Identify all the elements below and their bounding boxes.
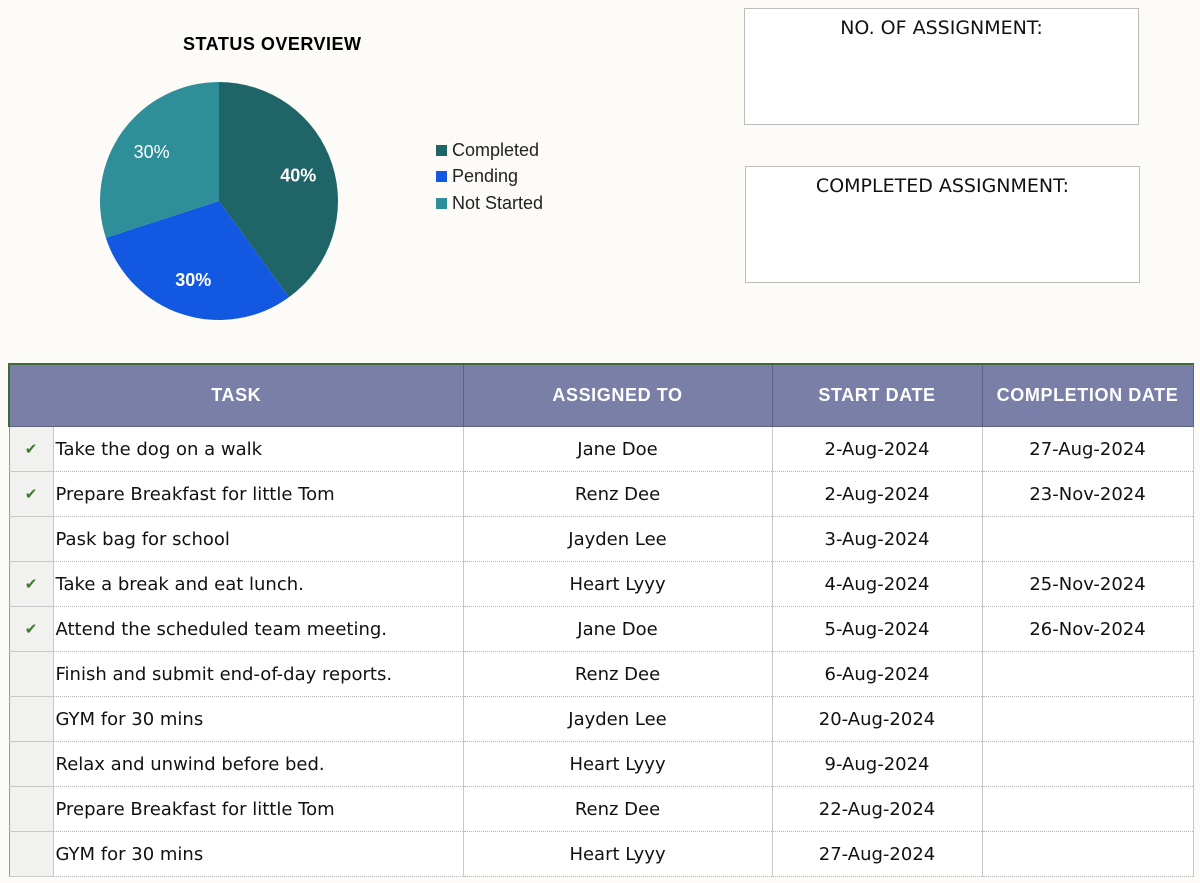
task-cell[interactable]: Attend the scheduled team meeting.: [53, 606, 464, 652]
start-date-cell[interactable]: 20-Aug-2024: [772, 696, 983, 742]
task-cell[interactable]: GYM for 30 mins: [53, 696, 464, 742]
assigned-to-cell[interactable]: Heart Lyyy: [463, 741, 773, 787]
legend-swatch-completed: [436, 144, 447, 156]
header-assigned-to[interactable]: ASSIGNED TO: [462, 363, 773, 427]
assigned-to-cell[interactable]: Renz Dee: [463, 651, 773, 697]
header-start-date[interactable]: START DATE: [771, 363, 983, 427]
completion-date-cell[interactable]: 27-Aug-2024: [982, 426, 1194, 472]
header-task[interactable]: TASK: [7, 363, 464, 427]
task-cell[interactable]: Relax and unwind before bed.: [53, 741, 464, 787]
table-row: ✔ Attend the scheduled team meeting. Jane …: [8, 606, 1194, 652]
start-date-cell[interactable]: 2-Aug-2024: [772, 426, 983, 472]
start-date-cell[interactable]: 2-Aug-2024: [772, 471, 983, 517]
completion-date-cell[interactable]: 26-Nov-2024: [982, 606, 1194, 652]
done-checkmark-cell[interactable]: ✔: [8, 606, 54, 652]
task-cell[interactable]: GYM for 30 mins: [53, 831, 464, 877]
start-date-cell[interactable]: 22-Aug-2024: [772, 786, 983, 832]
legend-swatch-not-started: [436, 197, 447, 209]
start-date-cell[interactable]: 9-Aug-2024: [772, 741, 983, 787]
assigned-to-cell[interactable]: Heart Lyyy: [463, 561, 773, 607]
task-cell[interactable]: Take a break and eat lunch.: [53, 561, 464, 607]
done-checkmark-cell[interactable]: ✔: [8, 426, 54, 472]
done-checkmark-cell[interactable]: [8, 696, 54, 742]
table-header-row: TASK ASSIGNED TO START DATE COMPLETION D…: [7, 363, 1194, 427]
completion-date-cell[interactable]: [982, 516, 1194, 562]
pie-slice-not-started: [99, 82, 219, 238]
assigned-to-cell[interactable]: Jayden Lee: [463, 696, 773, 742]
completed-assignment-box[interactable]: COMPLETED ASSIGNMENT:: [745, 166, 1140, 283]
completion-date-cell[interactable]: [982, 651, 1194, 697]
table-row: Pask bag for school Jayden Lee 3-Aug-2024: [8, 516, 1194, 562]
done-checkmark-cell[interactable]: [8, 741, 54, 787]
no-of-assignment-box[interactable]: NO. OF ASSIGNMENT:: [744, 8, 1139, 125]
task-cell[interactable]: Finish and submit end-of-day reports.: [53, 651, 464, 697]
done-checkmark-cell[interactable]: ✔: [8, 471, 54, 517]
done-checkmark-cell[interactable]: [8, 831, 54, 877]
start-date-cell[interactable]: 4-Aug-2024: [772, 561, 983, 607]
task-cell[interactable]: Prepare Breakfast for little Tom: [53, 786, 464, 832]
table-row: Prepare Breakfast for little Tom Renz Dee…: [8, 786, 1194, 832]
table-row: ✔ Take the dog on a walk Jane Doe 2-Aug-202…: [8, 426, 1194, 472]
task-cell[interactable]: Prepare Breakfast for little Tom: [53, 471, 464, 517]
done-checkmark-cell[interactable]: [8, 651, 54, 697]
completion-date-cell[interactable]: [982, 696, 1194, 742]
legend-label-completed: Completed: [452, 139, 540, 160]
legend-item-not-started: Not Started: [436, 190, 543, 217]
table-row: ✔ Take a break and eat lunch. Heart Lyyy 4-…: [8, 561, 1194, 607]
table-row: GYM for 30 mins Heart Lyyy 27-Aug-2024: [8, 831, 1194, 877]
table-row: ✔ Prepare Breakfast for little Tom Renz De…: [8, 471, 1194, 517]
start-date-cell[interactable]: 3-Aug-2024: [772, 516, 983, 562]
start-date-cell[interactable]: 6-Aug-2024: [772, 651, 983, 697]
task-cell[interactable]: Pask bag for school: [53, 516, 464, 562]
pie-slice-pending: [105, 201, 289, 320]
pie-label-not-started: 30%: [134, 142, 170, 162]
pie-label-pending: 30%: [175, 270, 211, 290]
legend-label-pending: Pending: [452, 166, 519, 187]
table-row: Finish and submit end-of-day reports. Ren…: [8, 651, 1194, 697]
legend-swatch-pending: [436, 171, 447, 183]
assigned-to-cell[interactable]: Jane Doe: [463, 426, 773, 472]
done-checkmark-cell[interactable]: [8, 516, 54, 562]
assigned-to-cell[interactable]: Jane Doe: [463, 606, 773, 652]
completion-date-cell[interactable]: [982, 786, 1194, 832]
completion-date-cell[interactable]: [982, 831, 1194, 877]
assigned-to-cell[interactable]: Jayden Lee: [463, 516, 773, 562]
assigned-to-cell[interactable]: Renz Dee: [463, 786, 773, 832]
legend-item-completed: Completed: [436, 137, 543, 164]
completion-date-cell[interactable]: 23-Nov-2024: [982, 471, 1194, 517]
legend-item-pending: Pending: [436, 164, 543, 191]
no-of-assignment-label: NO. OF ASSIGNMENT:: [840, 17, 1043, 39]
legend-label-not-started: Not Started: [452, 192, 544, 213]
task-table: TASK ASSIGNED TO START DATE COMPLETION D…: [7, 363, 1194, 877]
start-date-cell[interactable]: 27-Aug-2024: [772, 831, 983, 877]
status-pie-chart: 40% 30% 30%: [99, 82, 339, 320]
assigned-to-cell[interactable]: Heart Lyyy: [463, 831, 773, 877]
assigned-to-cell[interactable]: Renz Dee: [463, 471, 773, 517]
header-completion-date[interactable]: COMPLETION DATE: [981, 363, 1194, 427]
task-cell[interactable]: Take the dog on a walk: [53, 426, 464, 472]
chart-title: STATUS OVERVIEW: [183, 34, 362, 54]
completed-assignment-label: COMPLETED ASSIGNMENT:: [815, 175, 1070, 197]
completion-date-cell[interactable]: 25-Nov-2024: [982, 561, 1194, 607]
chart-legend: Completed Pending Not Started: [436, 137, 543, 217]
done-checkmark-cell[interactable]: ✔: [8, 561, 54, 607]
table-row: GYM for 30 mins Jayden Lee 20-Aug-2024: [8, 696, 1194, 742]
pie-label-completed: 40%: [280, 165, 316, 185]
completion-date-cell[interactable]: [982, 741, 1194, 787]
done-checkmark-cell[interactable]: [8, 786, 54, 832]
pie-slice-completed: [219, 82, 339, 298]
start-date-cell[interactable]: 5-Aug-2024: [772, 606, 983, 652]
table-row: Relax and unwind before bed. Heart Lyyy 9-…: [8, 741, 1194, 787]
